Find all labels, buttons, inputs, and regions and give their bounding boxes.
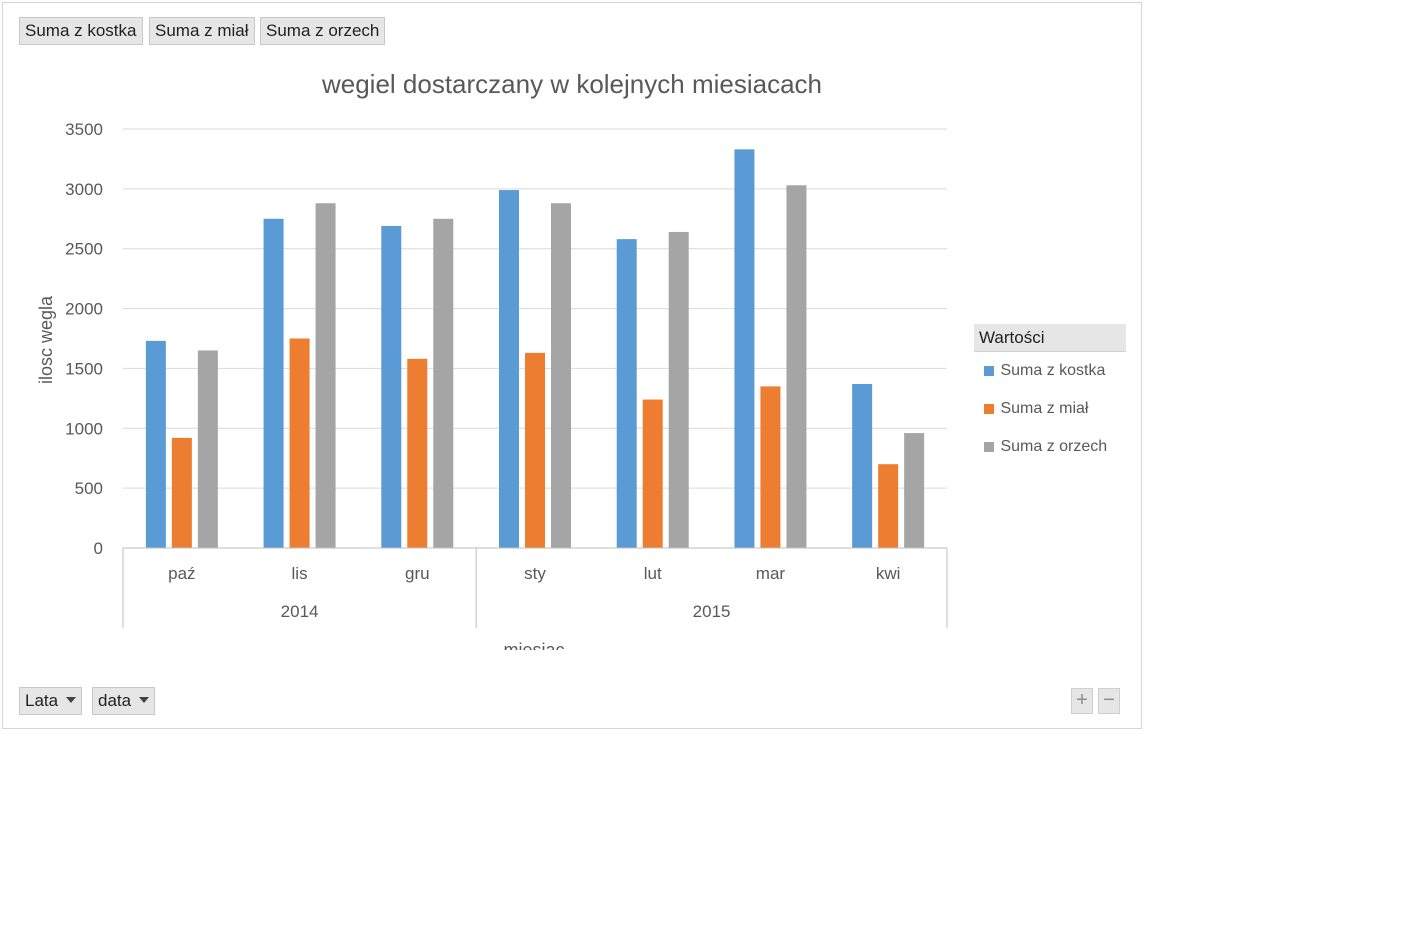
bar <box>904 433 925 548</box>
gridlines <box>123 128 947 489</box>
legend-item-kostka: Suma z kostka <box>984 362 1105 380</box>
bar <box>289 338 310 548</box>
axes: 0 500 1000 1500 2000 2500 3000 3500 paź lis gru sty… <box>65 120 948 628</box>
y-tick-label: 2500 <box>65 240 103 259</box>
legend-swatch <box>984 404 994 414</box>
legend-label: Suma z orzech <box>1000 438 1108 455</box>
x-tick-label: gru <box>405 564 430 583</box>
bar <box>315 203 336 549</box>
x-tick-label: sty <box>524 564 546 583</box>
value-button-mial[interactable]: Suma z miał <box>149 17 255 45</box>
bar <box>852 383 873 548</box>
expand-button[interactable]: + <box>1071 688 1093 714</box>
bar <box>263 218 284 549</box>
legend-item-orzech: Suma z orzech <box>984 438 1107 456</box>
y-tick-label: 1500 <box>65 359 103 378</box>
bars <box>145 149 925 549</box>
legend-swatch <box>984 442 994 452</box>
x-tick-label: mar <box>756 564 786 583</box>
x-axis-label: miesiac <box>503 640 564 660</box>
y-tick-label: 0 <box>94 539 103 558</box>
bar <box>525 352 545 548</box>
bar <box>551 203 571 549</box>
y-tick-label: 500 <box>75 479 103 498</box>
dropdown-arrow-icon <box>66 696 77 703</box>
value-button-label: Suma z kostka <box>25 21 137 40</box>
legend-swatch <box>984 366 994 376</box>
y-axis-label: ilosc wegla <box>36 295 56 384</box>
bar <box>433 218 454 549</box>
x-tick-label: lis <box>292 564 308 583</box>
axis-field-label: Lata <box>25 691 59 710</box>
bar <box>786 185 807 548</box>
bar <box>407 358 428 548</box>
bar <box>381 225 402 548</box>
x-tick-label: kwi <box>876 564 901 583</box>
bar <box>642 399 663 548</box>
collapse-button[interactable]: − <box>1098 688 1120 714</box>
bar <box>616 239 637 548</box>
bar <box>145 340 166 548</box>
x-tick-label: paź <box>168 564 195 583</box>
value-button-label: Suma z orzech <box>266 21 380 40</box>
axis-field-button-lata[interactable]: Lata <box>19 687 83 715</box>
bar <box>734 149 755 548</box>
bar <box>197 350 218 548</box>
axis-field-button-data[interactable]: data <box>92 687 156 715</box>
value-button-kostka[interactable]: Suma z kostka <box>19 17 143 45</box>
group-label: 2014 <box>281 602 319 621</box>
legend-title[interactable]: Wartości <box>974 324 1126 352</box>
bar <box>760 386 781 548</box>
chart-title: wegiel dostarczany w kolejnych miesiacac… <box>321 69 822 99</box>
legend-item-mial: Suma z miał <box>984 400 1088 418</box>
axis-field-label: data <box>98 691 132 710</box>
y-tick-label: 2000 <box>65 300 103 319</box>
legend-label: Suma z kostka <box>1000 362 1106 379</box>
y-tick-label: 1000 <box>65 419 103 438</box>
dropdown-arrow-icon <box>139 696 150 703</box>
bar <box>499 190 519 548</box>
y-tick-label: 3000 <box>65 180 103 199</box>
legend-title-text: Wartości <box>979 328 1045 347</box>
legend-label: Suma z miał <box>1000 400 1089 417</box>
bar <box>878 464 899 548</box>
bar <box>171 437 192 548</box>
x-tick-label: lut <box>644 564 662 583</box>
chart-frame <box>2 2 1142 729</box>
value-button-label: Suma z miał <box>155 21 249 40</box>
value-button-orzech[interactable]: Suma z orzech <box>260 17 386 45</box>
bar <box>668 231 689 548</box>
minus-icon: − <box>1103 689 1115 711</box>
plus-icon: + <box>1076 689 1088 711</box>
y-tick-label: 3500 <box>65 120 103 139</box>
group-label: 2015 <box>693 602 731 621</box>
